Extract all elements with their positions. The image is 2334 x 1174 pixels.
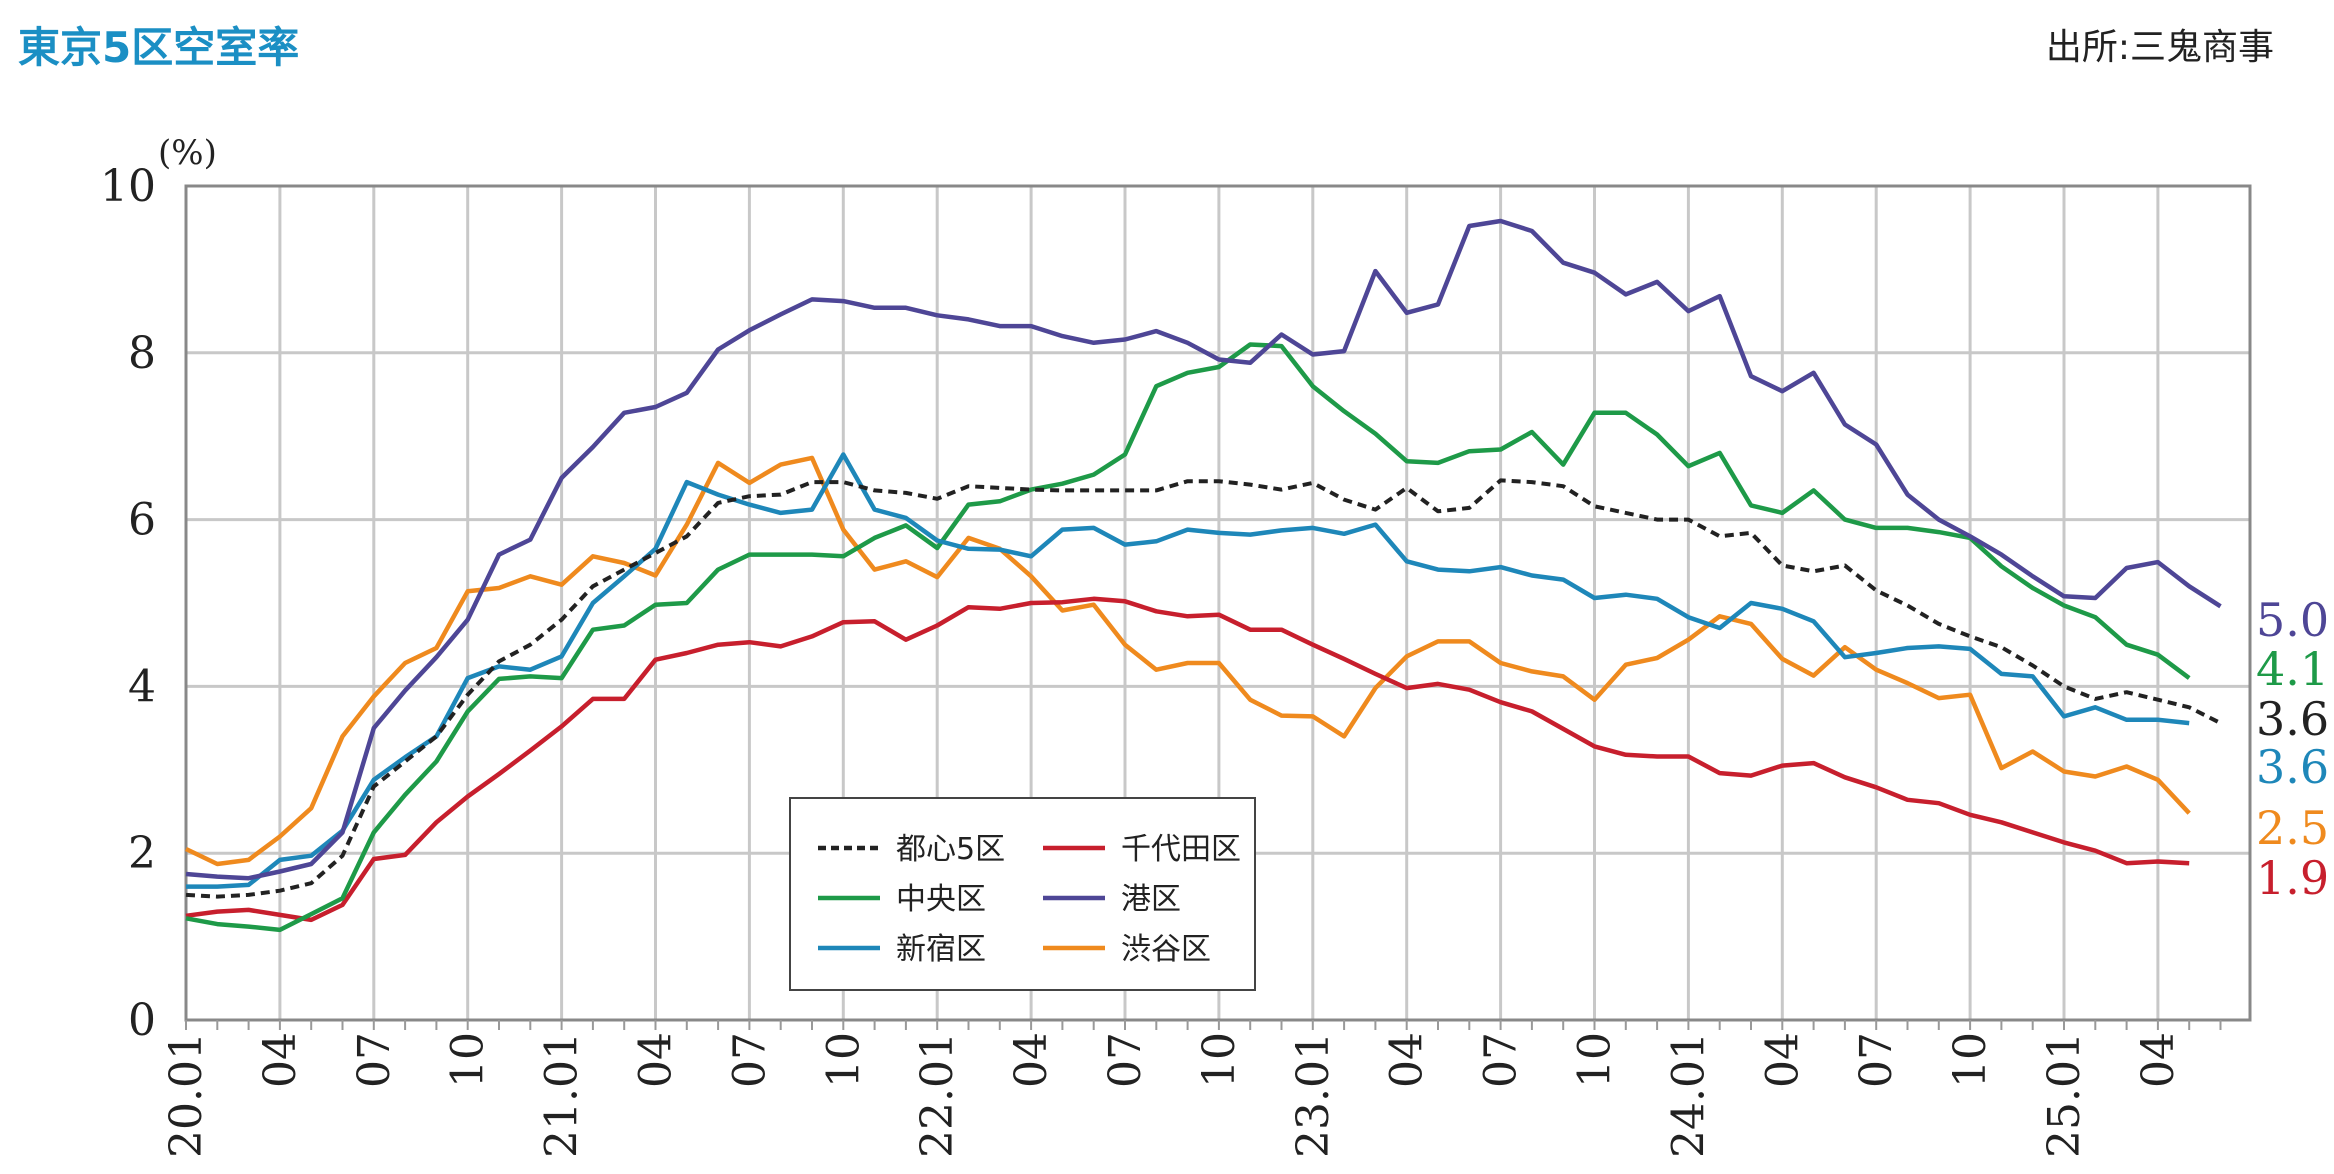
end-label-1: 4.1 — [2256, 642, 2329, 696]
x-tick-label: 04 — [1757, 1032, 1808, 1088]
end-label-4: 5.0 — [2256, 593, 2329, 647]
x-tick-label: 22.01 — [912, 1032, 963, 1158]
legend-label-4: 港区 — [1121, 882, 1181, 917]
x-tick-label: 23.01 — [1288, 1032, 1339, 1158]
x-tick-label: 10 — [1570, 1032, 1621, 1088]
axis-ticks: 0 2 4 6 8 10 20.01 04 07 10 21.01 04 07 10 22.01 04 07 10… — [100, 161, 2222, 1158]
legend-label-3: 千代田区 — [1121, 832, 1241, 867]
x-tick-label: 21.01 — [537, 1032, 588, 1158]
x-tick-label: 10 — [1945, 1032, 1996, 1088]
legend-label-2: 新宿区 — [896, 932, 986, 967]
x-tick-label: 04 — [2133, 1032, 2184, 1088]
y-tick-label: 6 — [128, 495, 156, 546]
x-tick-label: 10 — [818, 1032, 869, 1088]
end-labels: 5.04.13.63.62.51.9 — [2256, 593, 2329, 905]
x-tick-label: 07 — [1851, 1032, 1902, 1088]
x-tick-label: 25.01 — [2039, 1032, 2090, 1158]
y-tick-label: 8 — [128, 328, 156, 379]
y-tick-label: 2 — [128, 828, 156, 879]
legend-box — [789, 797, 1256, 991]
chart-title: 東京5区空室率 — [18, 23, 300, 72]
series-line-4 — [185, 218, 2222, 881]
source-note: 出所:三鬼商事 — [2045, 27, 2274, 68]
legend-label-0: 都心5区 — [896, 832, 1005, 867]
end-label-0: 3.6 — [2256, 692, 2329, 746]
x-tick-label: 20.01 — [161, 1032, 212, 1158]
legend-label-5: 渋谷区 — [1121, 932, 1211, 967]
x-tick-label: 10 — [443, 1032, 494, 1088]
end-label-5: 2.5 — [2256, 801, 2329, 855]
y-tick-label: 10 — [100, 161, 156, 212]
series-line-2 — [186, 452, 2190, 889]
series-line-1 — [185, 342, 2191, 933]
end-label-2: 3.6 — [2256, 740, 2329, 794]
legend-label-1: 中央区 — [896, 882, 986, 917]
x-tick-label: 07 — [349, 1032, 400, 1088]
x-tick-label: 10 — [1194, 1032, 1245, 1088]
x-tick-label: 04 — [1006, 1032, 1057, 1088]
series-lines — [185, 218, 2222, 933]
x-tick-label: 24.01 — [1663, 1032, 1714, 1158]
x-tick-label: 07 — [1100, 1032, 1151, 1088]
x-tick-label: 04 — [631, 1032, 682, 1088]
y-tick-label: 0 — [128, 995, 156, 1046]
x-tick-label: 04 — [1382, 1032, 1433, 1088]
x-tick-label: 07 — [724, 1032, 775, 1088]
y-axis-unit: (%) — [158, 133, 217, 173]
y-tick-label: 4 — [128, 661, 156, 712]
series-line-0 — [185, 478, 2222, 899]
series-line-3 — [185, 596, 2190, 923]
end-label-3: 1.9 — [2256, 851, 2329, 905]
x-tick-label: 04 — [255, 1032, 306, 1088]
x-tick-label: 07 — [1476, 1032, 1527, 1088]
